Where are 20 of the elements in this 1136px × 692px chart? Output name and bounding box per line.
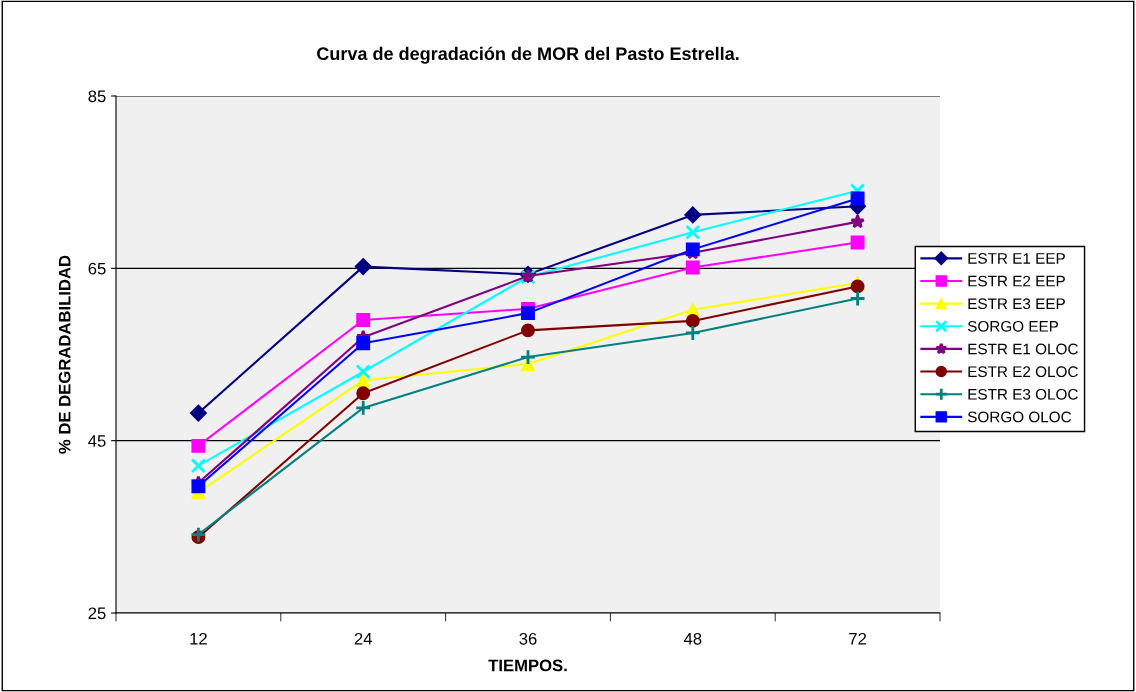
x-axis-title: TIEMPOS.: [488, 659, 567, 672]
x-tick-label: 24: [354, 632, 372, 645]
legend-label: SORGO EEP: [967, 320, 1059, 332]
legend-label: ESTR E3 OLOC: [968, 388, 1078, 400]
legend-label: ESTR E3 EEP: [968, 298, 1065, 310]
x-tick-label: 12: [190, 632, 207, 645]
y-tick-label: 25: [88, 607, 106, 620]
y-axis-title: % DE DEGRADABILIDAD: [58, 255, 71, 454]
legend-label: ESTR E2 EEP: [968, 275, 1065, 287]
legend-label: ESTR E1 OLOC: [968, 343, 1078, 355]
y-tick-label: 85: [88, 90, 106, 103]
legend-label: ESTR E1 EEP: [968, 253, 1065, 264]
x-tick-label: 72: [849, 632, 867, 645]
chart-title: Curva de degradación de MOR del Pasto Estrella.: [317, 46, 739, 64]
y-tick-label: 65: [88, 262, 106, 275]
x-tick-label: 36: [519, 632, 537, 645]
legend-label: SORGO OLOC: [967, 411, 1072, 423]
legend-label: ESTR E2 OLOC: [968, 366, 1078, 378]
x-tick-label: 48: [683, 632, 702, 645]
y-tick-label: 45: [88, 435, 106, 447]
